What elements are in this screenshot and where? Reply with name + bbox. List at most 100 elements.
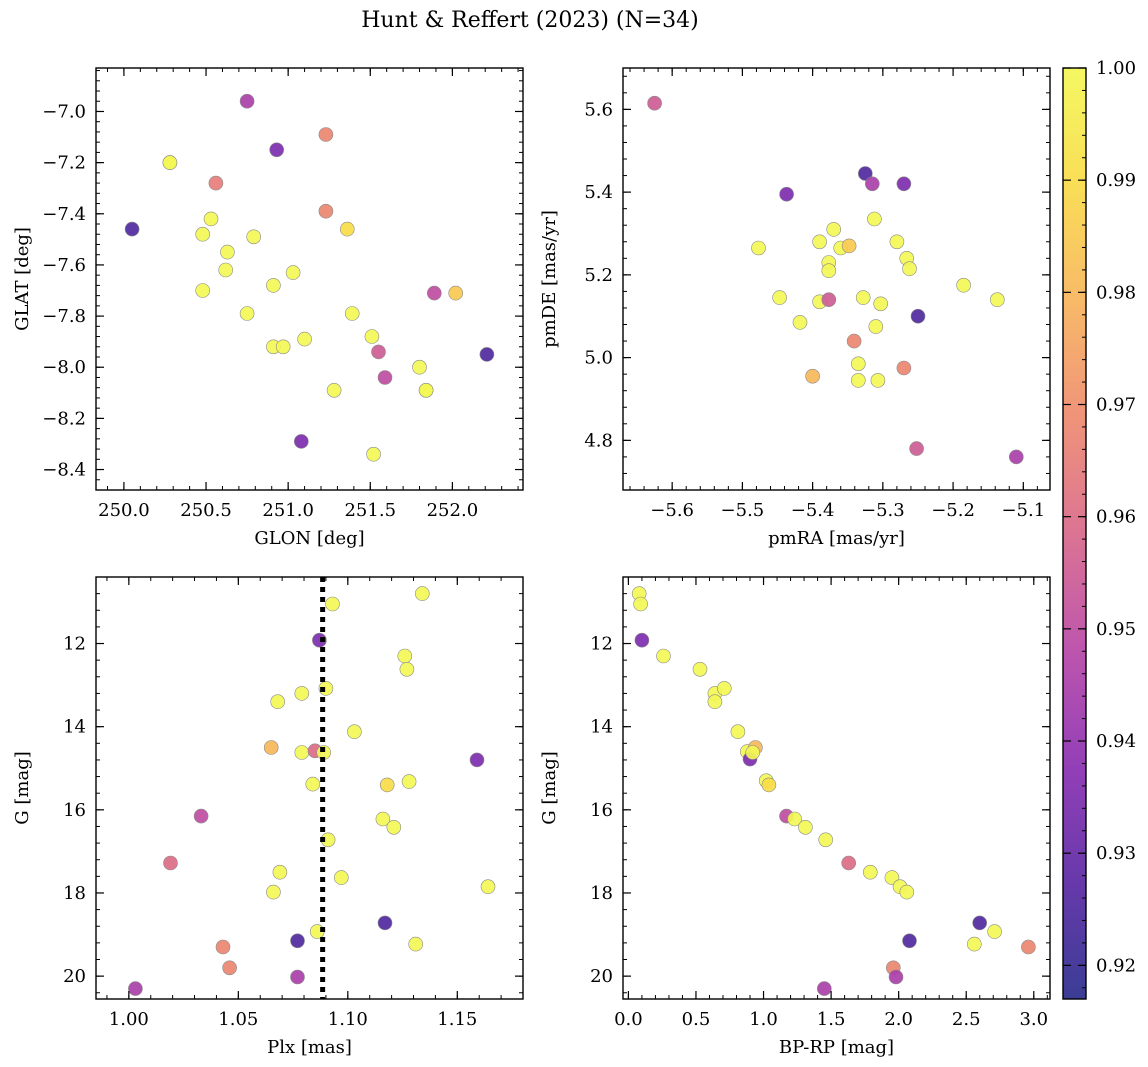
data-point	[730, 724, 746, 740]
data-point	[426, 285, 442, 301]
data-point	[246, 229, 261, 245]
data-point	[772, 290, 787, 305]
colorbar-tick-label: 0.93	[1096, 843, 1136, 864]
data-point	[896, 176, 912, 192]
data-point	[816, 981, 832, 996]
data-point	[826, 222, 842, 237]
x-tick-label: 250.5	[180, 500, 232, 521]
data-point	[873, 296, 889, 312]
data-point	[366, 446, 381, 462]
data-point	[399, 661, 415, 677]
data-point	[479, 347, 495, 362]
x-tick-label: 1.15	[437, 1009, 477, 1030]
x-tick-label: 252.0	[427, 500, 479, 521]
data-point	[386, 819, 402, 835]
data-point	[371, 344, 386, 360]
y-tick-label: 4.8	[584, 430, 613, 451]
data-point	[266, 278, 281, 293]
data-point	[305, 776, 321, 792]
data-point	[902, 261, 917, 277]
data-point	[294, 745, 310, 760]
data-point	[269, 142, 285, 158]
panel-bprp-g: 0.0 0.5 1.0 1.5 2.0 2.5 3.0 12 14 16 18 20 BP-RP [ma…	[539, 576, 1051, 1058]
data-point	[377, 915, 393, 931]
x-tick-label: 2.5	[952, 1009, 981, 1030]
data-point	[275, 339, 291, 355]
data-point	[195, 226, 210, 242]
data-point	[375, 811, 391, 827]
y-tick-label: −8.2	[42, 408, 86, 429]
y-tick-label: −8.0	[42, 357, 86, 378]
data-point	[870, 373, 886, 388]
data-point	[889, 234, 905, 250]
y-tick-label: 14	[63, 717, 86, 738]
y-tick-label: 12	[590, 634, 613, 655]
data-point	[270, 694, 286, 710]
panel-pmra-pmde: −5.6 −5.5 −5.4 −5.3 −5.2 −5.1 4.8 5.0 5.2 5.4 5.6 p…	[539, 67, 1051, 549]
data-point	[347, 724, 362, 740]
scatter-points	[124, 93, 495, 462]
data-point	[344, 306, 360, 321]
data-point	[821, 263, 837, 279]
x-tick-label: 1.10	[328, 1009, 368, 1030]
data-point	[218, 262, 233, 278]
data-point	[318, 127, 334, 142]
data-point	[333, 870, 349, 885]
data-point	[850, 356, 866, 372]
x-tick-label: 251.5	[344, 500, 396, 521]
data-point	[220, 244, 235, 260]
scatter-points	[647, 95, 1024, 465]
data-point	[888, 969, 904, 985]
data-point	[989, 292, 1005, 308]
data-point	[163, 855, 178, 871]
x-tick-label: −5.3	[861, 500, 905, 521]
y-tick-label: 5.2	[584, 265, 613, 286]
y-tick-label: −8.4	[42, 460, 86, 481]
y-axis-label: pmDE [mas/yr]	[539, 210, 560, 348]
data-point	[325, 596, 340, 612]
data-point	[909, 441, 924, 456]
data-point	[266, 884, 281, 900]
data-point	[128, 981, 143, 996]
data-point	[745, 745, 761, 760]
data-point	[1008, 449, 1024, 465]
panel-glon-glat: 250.0 250.5 251.0 251.5 252.0 −7.0 −7.2 −7.4 −7.…	[12, 67, 524, 549]
data-point	[761, 777, 777, 793]
y-tick-label: 14	[590, 717, 613, 738]
data-point	[779, 186, 794, 202]
data-point	[841, 238, 857, 254]
data-point	[896, 360, 912, 376]
data-point	[195, 283, 210, 298]
y-tick-label: 20	[63, 966, 86, 987]
data-point	[414, 586, 430, 601]
data-point	[841, 855, 857, 871]
data-point	[290, 933, 305, 949]
colorbar-tick-label: 0.94	[1096, 731, 1136, 752]
data-point	[272, 864, 288, 880]
y-tick-label: 5.4	[584, 182, 613, 203]
data-point	[290, 969, 305, 985]
data-point	[239, 306, 255, 321]
data-point	[193, 808, 209, 824]
colorbar-tick-label: 0.92	[1096, 955, 1136, 976]
x-tick-label: 3.0	[1019, 1009, 1048, 1030]
x-tick-label: 1.00	[109, 1009, 149, 1030]
x-tick-label: 250.0	[98, 500, 150, 521]
data-point	[297, 331, 312, 347]
data-point	[408, 936, 424, 952]
data-point	[412, 359, 427, 375]
data-point	[124, 221, 140, 237]
data-point	[448, 285, 464, 301]
x-axis-label: pmRA [mas/yr]	[768, 528, 905, 549]
data-point	[318, 203, 334, 219]
x-tick-label: 1.0	[749, 1009, 778, 1030]
data-point	[792, 315, 808, 330]
y-tick-label: 16	[63, 800, 86, 821]
x-tick-label: 1.05	[218, 1009, 258, 1030]
data-point	[716, 681, 732, 696]
colorbar-tick-label: 0.98	[1096, 282, 1136, 303]
data-point	[902, 933, 917, 949]
data-point	[910, 308, 926, 324]
colorbar-tick-label: 0.99	[1096, 170, 1136, 191]
data-point	[401, 774, 417, 789]
